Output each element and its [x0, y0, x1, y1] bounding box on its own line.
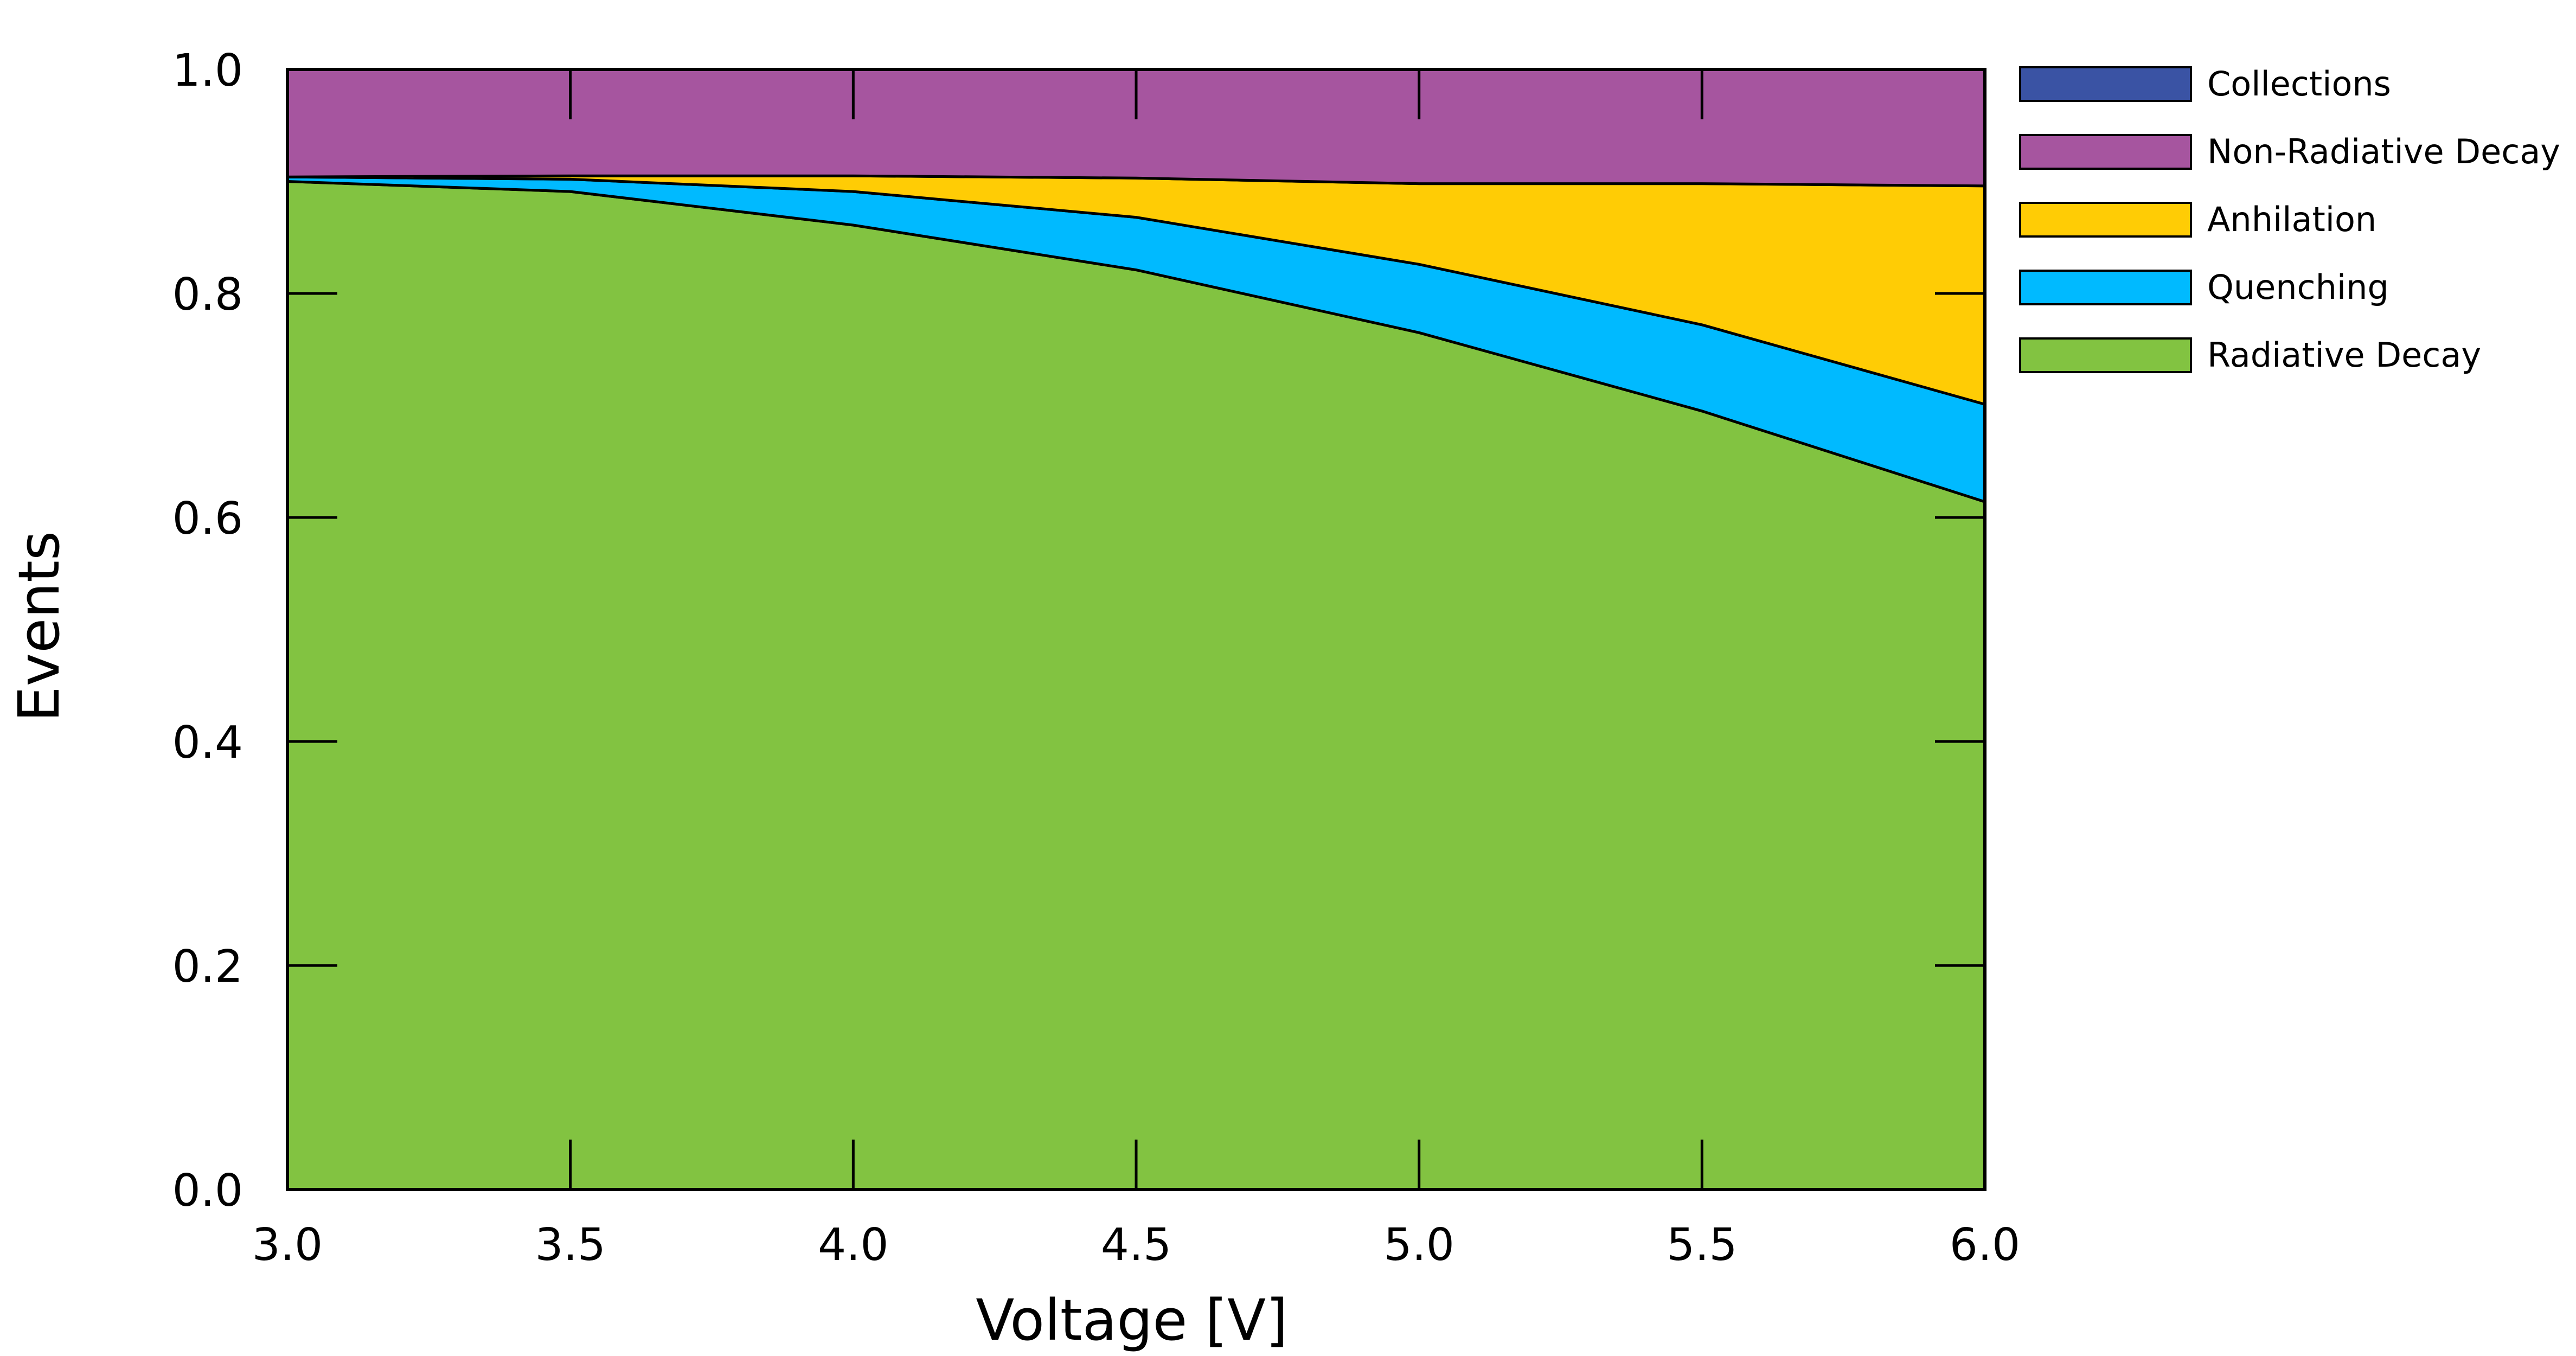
- legend-label-anhilation: Anhilation: [2207, 200, 2376, 239]
- x-tick-label: 6.0: [1950, 1219, 2020, 1271]
- x-tick-label: 4.5: [1101, 1219, 1171, 1271]
- y-axis: 0.0 0.2 0.4 0.6 0.8 1.0: [172, 45, 1985, 1217]
- legend-swatch-collections: [2019, 66, 2192, 102]
- legend-label-collections: Collections: [2207, 64, 2391, 104]
- x-tick-label: 3.5: [535, 1219, 605, 1271]
- legend-label-quenching: Quenching: [2207, 267, 2389, 307]
- x-tick-label: 3.0: [252, 1219, 323, 1271]
- y-tick-label: 1.0: [172, 45, 243, 97]
- y-tick-label: 0.0: [172, 1165, 243, 1217]
- x-tick-label: 5.5: [1667, 1219, 1737, 1271]
- y-tick-label: 0.4: [172, 717, 243, 769]
- x-axis-title: Voltage [V]: [976, 1287, 1287, 1353]
- y-tick-label: 0.8: [172, 269, 243, 321]
- legend-swatch-quenching: [2019, 270, 2192, 305]
- y-tick-label: 0.2: [172, 941, 243, 993]
- legend-label-radiative-decay: Radiative Decay: [2207, 335, 2481, 375]
- x-tick-label: 5.0: [1383, 1219, 1454, 1271]
- series-areas: [286, 68, 1987, 1191]
- legend-label-non-radiative-decay: Non-Radiative Decay: [2207, 132, 2560, 171]
- legend-swatch-non-radiative-decay: [2019, 134, 2192, 170]
- y-tick-label: 0.6: [172, 493, 243, 545]
- legend-swatch-anhilation: [2019, 202, 2192, 238]
- x-axis: 3.0 3.5 4.0 4.5 5.0 5.5 6.0: [252, 69, 2020, 1271]
- legend-swatch-radiative-decay: [2019, 337, 2192, 373]
- legend: Collections Non-Radiative Decay Anhilation…: [2019, 64, 2560, 375]
- y-axis-title: Events: [6, 531, 72, 722]
- x-tick-label: 4.0: [818, 1219, 888, 1271]
